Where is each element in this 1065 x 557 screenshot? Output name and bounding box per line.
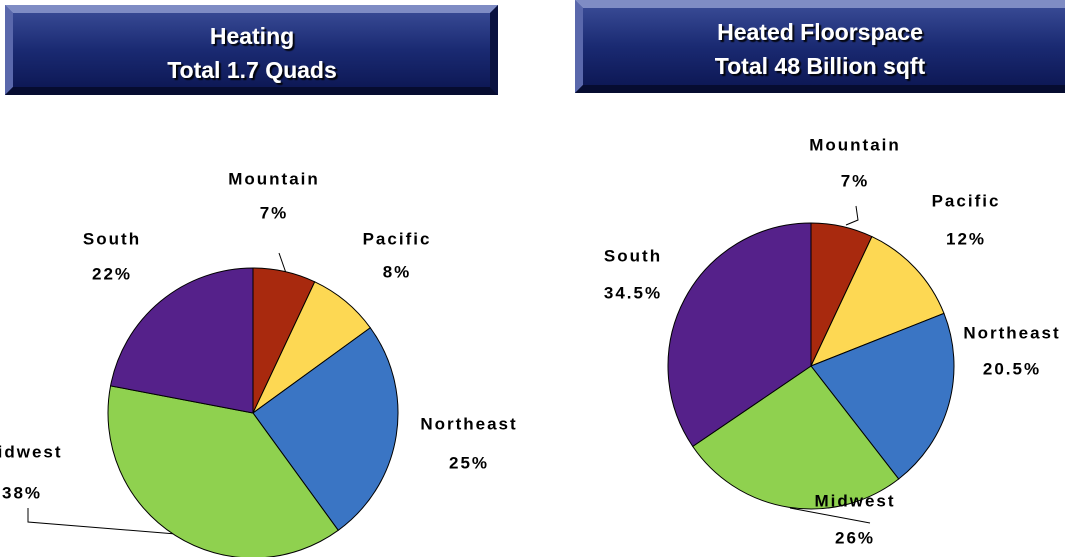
slice-value: 25% bbox=[449, 453, 489, 472]
slice-label: Mountain bbox=[809, 135, 901, 154]
pie-slice bbox=[810, 235, 945, 367]
chart-subtitle: Total 1.7 Quads bbox=[167, 57, 337, 83]
slice-label: Northeast bbox=[420, 414, 517, 433]
slice-value: 26% bbox=[835, 528, 875, 547]
slice-value: 12% bbox=[946, 229, 986, 248]
slice-label: South bbox=[83, 229, 141, 248]
leader-line bbox=[278, 252, 287, 274]
slice-value: 38% bbox=[2, 483, 42, 502]
slice-value: 34.5% bbox=[604, 283, 662, 302]
slice-label: Midwest bbox=[0, 442, 63, 461]
leader-line bbox=[789, 507, 871, 524]
pie-slice bbox=[692, 365, 900, 510]
title-box bbox=[575, 0, 1065, 93]
slice-label: Pacific bbox=[363, 229, 432, 248]
slice-value: 20.5% bbox=[983, 359, 1041, 378]
leader-line bbox=[845, 205, 859, 226]
pie-slice bbox=[252, 327, 399, 532]
chart-title: Heated Floorspace bbox=[717, 19, 923, 45]
slice-label: Midwest bbox=[814, 491, 895, 510]
pie-slice bbox=[107, 385, 339, 557]
chart-subtitle: Total 48 Billion sqft bbox=[715, 53, 926, 79]
chart-title: Heating bbox=[210, 23, 294, 49]
slice-value: 22% bbox=[92, 264, 132, 283]
pie-slice bbox=[810, 312, 955, 480]
slice-label: South bbox=[604, 246, 662, 265]
slice-value: 7% bbox=[260, 203, 289, 222]
slice-label: Pacific bbox=[932, 191, 1001, 210]
leader-line bbox=[27, 508, 226, 539]
slice-label: Mountain bbox=[228, 169, 320, 188]
slice-value: 8% bbox=[383, 262, 412, 281]
slice-label: Northeast bbox=[963, 323, 1060, 342]
title-box bbox=[5, 5, 498, 95]
pie-slice bbox=[667, 222, 812, 448]
slice-value: 7% bbox=[841, 171, 870, 190]
pie-slice bbox=[109, 267, 254, 414]
